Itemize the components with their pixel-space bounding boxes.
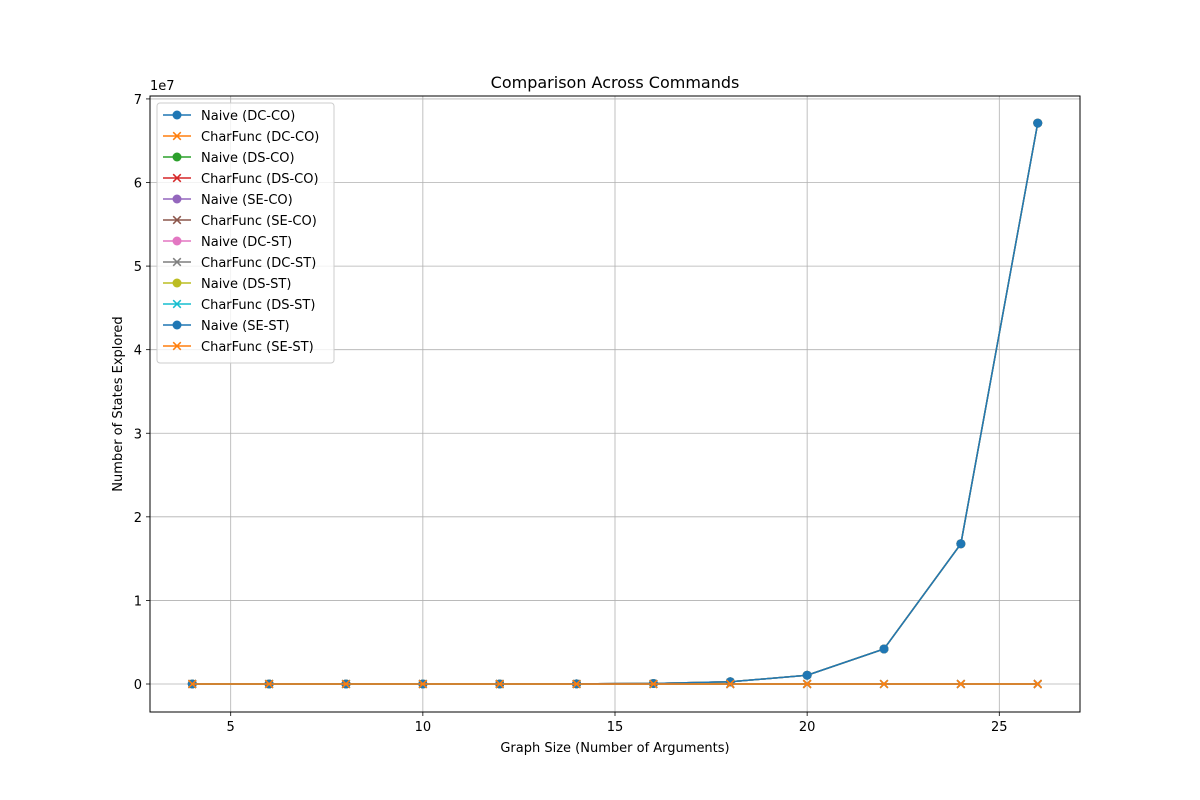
data-point (1033, 118, 1043, 128)
y-tick-label: 2 (134, 511, 142, 526)
x-tick-label: 25 (991, 720, 1008, 735)
legend-marker (172, 215, 182, 225)
y-tick-label: 5 (134, 260, 142, 275)
legend-marker (172, 320, 182, 330)
legend-item: Naive (DC-ST) (163, 235, 292, 250)
data-point (495, 679, 505, 689)
y-axis-offset-label: 1e7 (150, 79, 175, 94)
legend-label: CharFunc (DS-CO) (201, 172, 319, 187)
legend-item: CharFunc (DS-ST) (163, 298, 315, 313)
data-point (264, 679, 274, 689)
data-point (802, 679, 812, 689)
y-tick-label: 0 (134, 678, 142, 693)
data-point (187, 679, 197, 689)
legend-label: CharFunc (SE-CO) (201, 214, 317, 229)
legend-marker (172, 110, 182, 120)
y-axis-label: Number of States Explored (111, 316, 126, 491)
legend: Naive (DC-CO) CharFunc (DC-CO) Naive (DS-C… (156, 102, 335, 364)
legend-item: Naive (DC-CO) (163, 109, 295, 124)
legend-label: Naive (SE-ST) (201, 319, 290, 334)
legend-label: CharFunc (DS-ST) (201, 298, 315, 313)
legend-item: CharFunc (DC-ST) (163, 256, 316, 271)
data-point (572, 679, 581, 689)
legend-marker (172, 299, 182, 309)
legend-item: Naive (SE-ST) (163, 319, 290, 334)
legend-marker (172, 194, 182, 204)
data-point (725, 679, 735, 689)
legend-label: Naive (DS-CO) (201, 151, 295, 166)
legend-label: CharFunc (DC-CO) (201, 130, 319, 145)
x-tick-label: 20 (799, 720, 816, 735)
y-tick-label: 7 (134, 93, 142, 108)
legend-item: CharFunc (SE-ST) (163, 340, 314, 355)
legend-item: CharFunc (SE-CO) (163, 214, 317, 229)
data-point (1033, 679, 1043, 689)
legend-item: Naive (SE-CO) (163, 193, 293, 208)
series-charfunc-se-st (187, 679, 1043, 689)
axis-ticks: 5 10 15 20 25 0 1 2 3 4 5 6 7 (134, 93, 1008, 735)
grid (150, 96, 1080, 712)
legend-marker (172, 173, 182, 183)
legend-item: Naive (DS-CO) (163, 151, 295, 166)
x-tick-label: 15 (607, 720, 624, 735)
legend-item: Naive (DS-ST) (163, 277, 291, 292)
x-axis-label: Graph Size (Number of Arguments) (500, 741, 729, 756)
data-point (802, 670, 812, 680)
legend-label: Naive (DC-ST) (201, 235, 292, 250)
data-point (879, 644, 889, 654)
legend-item: CharFunc (DS-CO) (163, 172, 319, 187)
x-tick-label: 10 (415, 720, 432, 735)
data-point (341, 679, 351, 689)
legend-label: Naive (DS-ST) (201, 277, 291, 292)
legend-label: Naive (SE-CO) (201, 193, 293, 208)
legend-label: CharFunc (DC-ST) (201, 256, 316, 271)
legend-label: CharFunc (SE-ST) (201, 340, 314, 355)
data-point (649, 679, 658, 689)
legend-box (156, 102, 335, 364)
data-point (956, 539, 966, 549)
y-tick-label: 1 (134, 594, 142, 609)
chart-title: Comparison Across Commands (491, 73, 740, 92)
legend-label: Naive (DC-CO) (201, 109, 295, 124)
x-tick-label: 5 (227, 720, 235, 735)
y-tick-label: 6 (134, 177, 142, 192)
data-point (418, 679, 428, 689)
legend-marker (172, 236, 182, 246)
legend-marker (172, 131, 182, 141)
legend-marker (172, 152, 182, 162)
y-tick-label: 4 (134, 344, 142, 359)
plot-series (187, 118, 1043, 689)
legend-marker (172, 257, 182, 267)
legend-item: CharFunc (DC-CO) (163, 130, 319, 145)
y-tick-label: 3 (134, 427, 142, 442)
legend-marker (172, 278, 182, 288)
legend-marker (172, 341, 182, 351)
data-point (956, 679, 966, 689)
data-point (879, 679, 889, 689)
